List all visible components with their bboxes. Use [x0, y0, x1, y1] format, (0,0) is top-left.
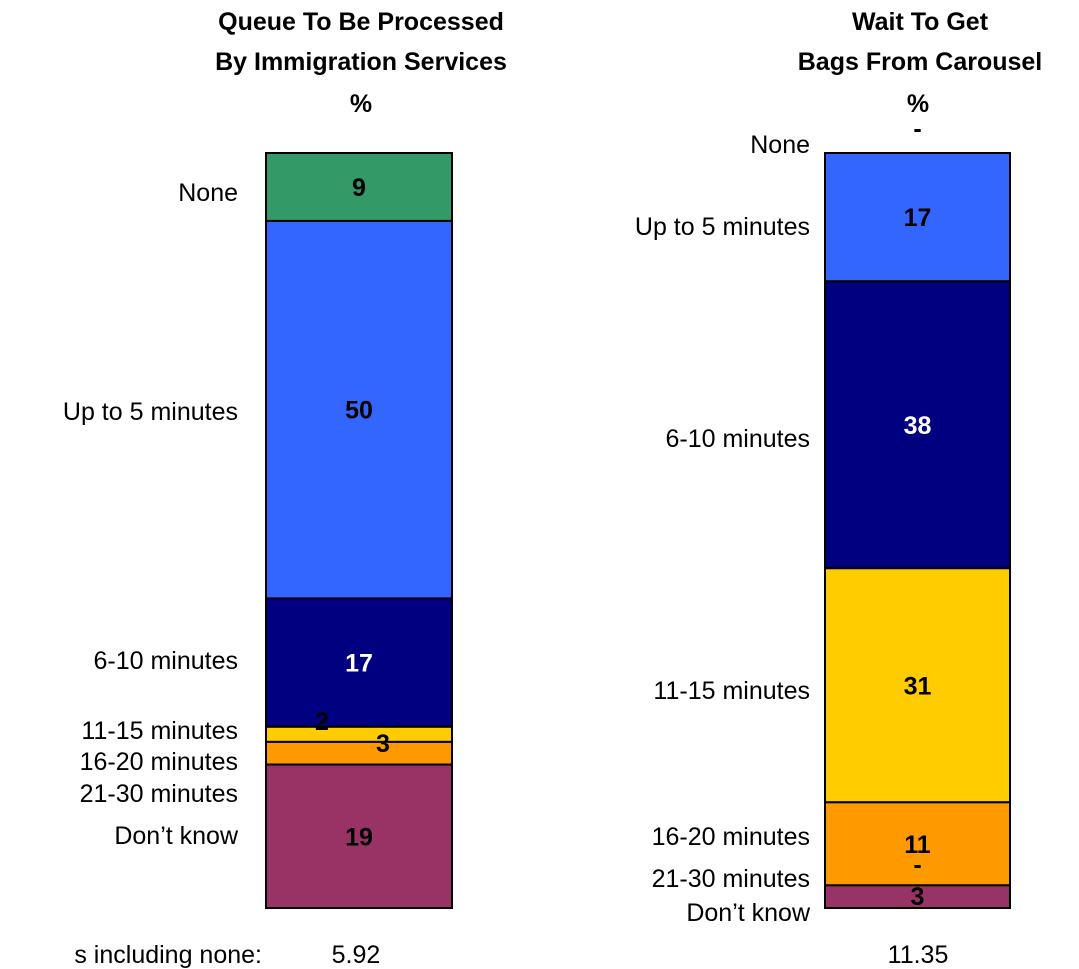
value-label-up-to-5-minutes: 50 [345, 397, 373, 425]
value-label-up-to-5-minutes: 17 [904, 204, 932, 232]
value-label-6-10-minutes: 17 [345, 650, 373, 678]
chart-left: Queue To Be Processed By Immigration Ser… [63, 8, 507, 969]
category-label-none: None [178, 179, 238, 207]
category-label-21-30-minutes: 21-30 minutes [80, 780, 238, 808]
category-label-don-t-know: Don’t know [114, 822, 239, 850]
bar-segment-up-to-5-minutes [265, 219, 453, 600]
bar-segment-11-15-minutes [265, 725, 453, 743]
category-label-up-to-5-minutes: Up to 5 minutes [635, 213, 810, 241]
bar-segment-don-t-know [824, 884, 1011, 909]
value-label-none: - [913, 115, 921, 143]
bar-segment-16-20-minutes [265, 740, 453, 766]
chart-right: Wait To Get Bags From Carousel % -173831… [635, 8, 1042, 969]
category-labels: None Up to 5 minutes 6-10 minutes 11-15 min… [635, 131, 811, 927]
value-label-don-t-know: 3 [911, 883, 925, 911]
value-label-11-15-minutes: 31 [904, 672, 932, 700]
value-label-11-15-minutes: 2 [315, 708, 329, 736]
category-label-6-10-minutes: 6-10 minutes [665, 425, 810, 453]
bar-segment-none [265, 152, 453, 222]
footer-label: s including none: [74, 941, 262, 969]
chart-title-line-1: Wait To Get [852, 8, 989, 36]
bar-segment-don-t-know [265, 763, 453, 909]
footer-value: 5.92 [332, 941, 381, 969]
footer-value: 11.35 [888, 941, 949, 969]
value-label-none: 9 [352, 174, 366, 202]
value-label-don-t-know: 19 [345, 823, 373, 851]
category-label-11-15-minutes: 11-15 minutes [653, 677, 810, 705]
value-label-21-30-minutes: - [913, 851, 921, 879]
chart-title-line-1: Queue To Be Processed [218, 8, 504, 36]
category-label-don-t-know: Don’t know [686, 899, 811, 927]
value-label-16-20-minutes: 3 [376, 730, 390, 758]
value-label-16-20-minutes: 11 [904, 831, 931, 859]
chart-title-line-2: Bags From Carousel [798, 48, 1043, 76]
bar-segment-16-20-minutes [824, 801, 1011, 887]
category-label-6-10-minutes: 6-10 minutes [93, 647, 238, 675]
chart-unit-label: % [907, 90, 929, 118]
category-labels: None Up to 5 minutes 6-10 minutes 11-15 min… [63, 179, 239, 850]
chart-title-line-2: By Immigration Services [215, 48, 507, 76]
category-label-16-20-minutes: 16-20 minutes [80, 748, 238, 776]
bar-segment-6-10-minutes [265, 597, 453, 728]
category-label-up-to-5-minutes: Up to 5 minutes [63, 398, 238, 426]
chart-unit-label: % [350, 90, 372, 118]
category-label-21-30-minutes: 21-30 minutes [652, 865, 810, 893]
category-label-none: None [750, 131, 810, 159]
value-label-6-10-minutes: 38 [904, 412, 932, 440]
category-label-11-15-minutes: 11-15 minutes [81, 717, 238, 745]
category-label-16-20-minutes: 16-20 minutes [652, 823, 810, 851]
